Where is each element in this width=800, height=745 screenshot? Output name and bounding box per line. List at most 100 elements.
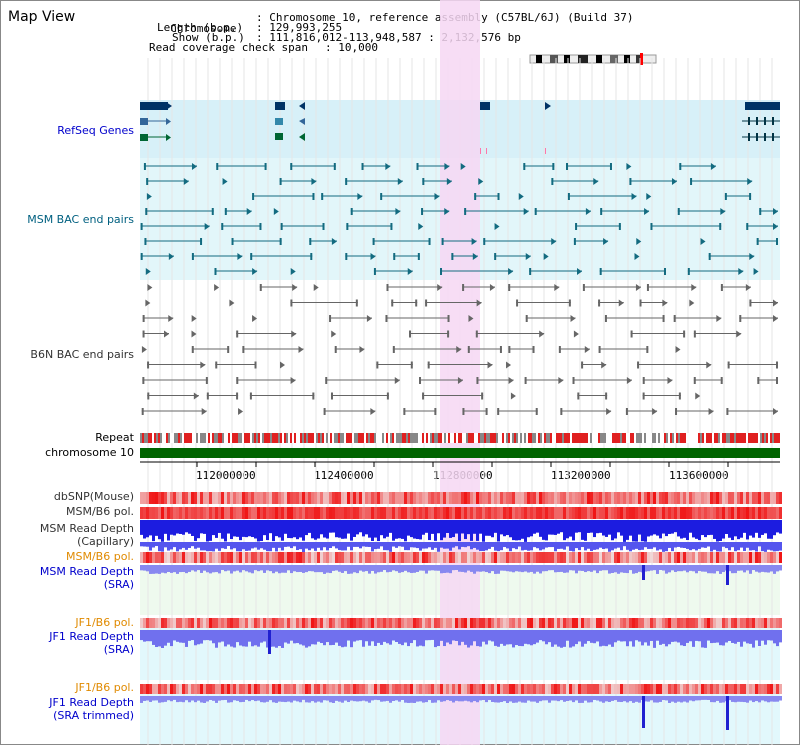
- axis-tick-4: 113600000: [669, 469, 729, 482]
- heat-cell: [380, 507, 383, 519]
- depth-bar: [146, 542, 149, 547]
- heat-cell: [587, 618, 590, 628]
- heat-cell: [740, 684, 743, 694]
- heat-cell: [443, 507, 446, 519]
- depth-bar: [278, 630, 281, 647]
- heat-cell: [455, 552, 458, 563]
- depth-bar: [209, 696, 212, 700]
- repeat-mark: [196, 433, 198, 443]
- bac-end-arrow: [434, 193, 440, 200]
- repeat-mark: [590, 433, 592, 443]
- heat-cell: [512, 507, 515, 519]
- depth-bar: [224, 520, 227, 542]
- depth-bar: [641, 630, 644, 646]
- heat-cell: [677, 552, 680, 563]
- heat-cell: [272, 684, 275, 694]
- depth-bar: [533, 696, 536, 702]
- heat-cell: [335, 552, 338, 563]
- bac-end-arrow: [273, 208, 279, 215]
- depth-bar: [674, 542, 677, 548]
- heat-cell: [764, 492, 767, 504]
- depth-bar: [221, 542, 224, 549]
- heat-cell: [527, 492, 530, 504]
- bac-end: [609, 163, 612, 170]
- repeat-mark: [208, 433, 210, 443]
- depth-bar: [737, 565, 740, 571]
- repeat-mark: [322, 433, 324, 443]
- repeat-mark: [678, 433, 680, 443]
- depth-bar: [425, 630, 428, 641]
- repeat-mark: [168, 433, 170, 443]
- depth-bar: [173, 520, 176, 536]
- depth-bar: [647, 565, 650, 572]
- depth-bar: [299, 630, 302, 645]
- heat-cell: [629, 492, 632, 504]
- heat-cell: [236, 507, 239, 519]
- depth-bar: [635, 542, 638, 549]
- heat-cell: [734, 507, 737, 519]
- depth-bar: [659, 630, 662, 645]
- bac-end: [279, 238, 282, 245]
- repeat-mark: [550, 433, 552, 443]
- heat-cell: [749, 507, 752, 519]
- chromosome-ideogram[interactable]: [528, 53, 658, 65]
- depth-bar: [389, 565, 392, 572]
- repeat-mark: [708, 433, 710, 443]
- heat-cell: [488, 507, 491, 519]
- repeat-mark: [152, 433, 154, 443]
- depth-bar: [167, 520, 170, 541]
- depth-bar: [374, 520, 377, 538]
- depth-bar: [458, 565, 461, 572]
- repeat-mark: [724, 433, 726, 443]
- heat-cell: [260, 507, 263, 519]
- depth-bar: [539, 542, 542, 551]
- depth-bar: [473, 630, 476, 642]
- depth-bar: [344, 520, 347, 539]
- heat-cell: [647, 492, 650, 504]
- depth-bar: [158, 520, 161, 540]
- heat-cell: [281, 618, 284, 628]
- heat-cell: [239, 507, 242, 519]
- coverage-label: Read coverage check span: [149, 41, 308, 54]
- heat-cell: [149, 618, 152, 628]
- depth-bar: [386, 542, 389, 551]
- heat-cell: [308, 507, 311, 519]
- bac-end: [662, 315, 665, 322]
- depth-bar: [656, 565, 659, 574]
- depth-bar: [398, 565, 401, 573]
- depth-bar: [572, 520, 575, 541]
- heat-cell: [743, 507, 746, 519]
- repeat-mark: [206, 433, 208, 443]
- heat-cell: [341, 507, 344, 519]
- heat-cell: [626, 507, 629, 519]
- depth-bar: [263, 696, 266, 703]
- repeat-mark: [528, 433, 530, 443]
- heat-cell: [257, 618, 260, 628]
- bac-end-arrow: [738, 268, 744, 275]
- depth-bar: [197, 520, 200, 539]
- bac-end: [693, 330, 696, 338]
- repeat-mark: [594, 433, 596, 443]
- depth-bar: [143, 520, 146, 539]
- repeat-mark: [504, 433, 506, 443]
- depth-bar: [602, 542, 605, 550]
- depth-bar: [599, 542, 602, 548]
- depth-bar: [629, 630, 632, 642]
- depth-bar: [647, 630, 650, 646]
- repeat-mark: [558, 433, 560, 443]
- depth-bar: [236, 565, 239, 571]
- depth-bar: [644, 696, 647, 702]
- depth-bar: [527, 542, 530, 551]
- heat-cell: [218, 552, 221, 563]
- depth-bar: [779, 542, 782, 551]
- heat-cell: [374, 552, 377, 563]
- depth-bar: [575, 520, 578, 533]
- bac-end-arrow: [689, 299, 695, 307]
- depth-bar: [503, 696, 506, 702]
- heat-cell: [182, 684, 185, 694]
- heat-cell: [641, 618, 644, 628]
- repeat-mark: [160, 433, 162, 443]
- bac-end: [346, 223, 349, 230]
- depth-bar: [293, 542, 296, 547]
